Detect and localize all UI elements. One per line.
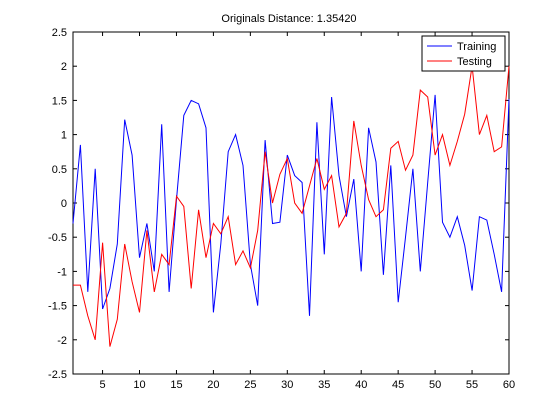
x-axis-ticks: 5 10 15 20 25 30 35 40 45 50 55 60 <box>99 32 515 391</box>
y-tick-label: -1.5 <box>48 301 67 313</box>
x-tick-label: 60 <box>503 379 515 391</box>
y-tick-label: -0.5 <box>48 232 67 244</box>
chart-title: Originals Distance: 1.35420 <box>221 13 356 25</box>
series-lines <box>72 66 510 347</box>
legend-label-training: Training <box>457 41 496 53</box>
x-tick-label: 35 <box>318 379 330 391</box>
legend: Training Testing <box>421 35 506 72</box>
x-tick-label: 10 <box>133 379 145 391</box>
legend-box <box>421 35 506 72</box>
y-tick-label: -2 <box>57 335 67 347</box>
x-tick-label: 55 <box>466 379 478 391</box>
x-tick-label: 5 <box>99 379 105 391</box>
x-tick-label: 30 <box>281 379 293 391</box>
y-tick-label: 1 <box>61 130 67 142</box>
y-tick-label: 0.5 <box>52 164 67 176</box>
series-line-training <box>72 94 510 316</box>
y-tick-label: 2 <box>61 61 67 73</box>
x-tick-label: 15 <box>170 379 182 391</box>
y-tick-label: -2.5 <box>48 369 67 381</box>
x-tick-label: 45 <box>392 379 404 391</box>
y-tick-label: 2.5 <box>52 27 67 39</box>
x-tick-label: 25 <box>244 379 256 391</box>
plot-area <box>72 31 510 375</box>
legend-label-testing: Testing <box>457 56 492 68</box>
y-axis-ticks: -2.5 -2 -1.5 -1 -0.5 0 0.5 1 1.5 2 2.5 <box>48 27 509 381</box>
x-tick-label: 40 <box>355 379 367 391</box>
series-line-testing <box>73 66 510 347</box>
y-tick-label: 1.5 <box>52 95 67 107</box>
x-tick-label: 50 <box>429 379 441 391</box>
x-tick-label: 20 <box>207 379 219 391</box>
y-tick-label: 0 <box>61 198 67 210</box>
y-tick-label: -1 <box>57 266 67 278</box>
